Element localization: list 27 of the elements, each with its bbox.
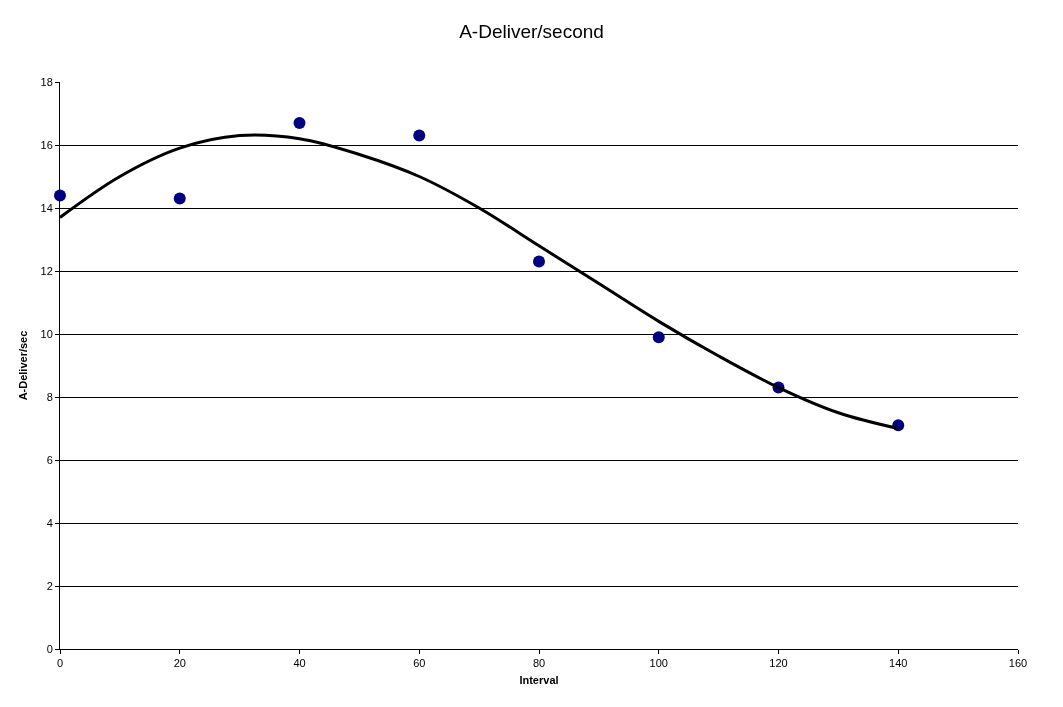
y-tick-label: 10 [40, 327, 53, 340]
x-tick-label: 0 [56, 657, 64, 670]
point [533, 255, 545, 268]
y-tick-label: 8 [46, 390, 53, 403]
point [173, 192, 186, 205]
y-tick-label: 12 [40, 264, 53, 277]
x-tick-label: 120 [769, 657, 788, 670]
y-tick-label: 4 [46, 516, 53, 529]
x-tick-label: 140 [889, 657, 908, 670]
x-axis-title: Interval [519, 674, 559, 687]
y-axis-title: A-Deliver/sec [17, 330, 30, 401]
x-tick-label: 160 [1008, 657, 1028, 670]
point [293, 116, 306, 129]
y-tick-label: 2 [46, 579, 53, 592]
x-tick-label: 60 [413, 657, 426, 670]
chart-title: A-Deliver/second [459, 21, 604, 43]
point [413, 129, 426, 142]
y-tick-label: 0 [46, 642, 53, 655]
y-tick-label: 14 [40, 201, 53, 214]
x-tick-label: 80 [532, 657, 546, 670]
x-tick-label: 20 [173, 657, 186, 670]
x-tick-label: 100 [649, 657, 668, 670]
y-tick-label: 16 [40, 138, 53, 151]
point [652, 331, 665, 344]
y-tick-label: 18 [40, 75, 53, 88]
y-tick-label: 6 [46, 453, 53, 466]
x-tick-label: 40 [293, 657, 306, 670]
